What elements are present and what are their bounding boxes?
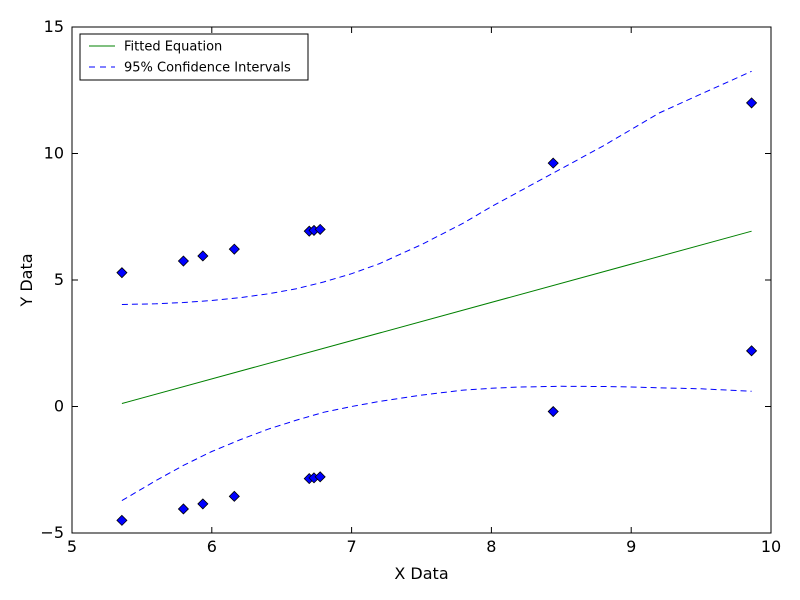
data-point	[314, 223, 326, 235]
data-point	[228, 490, 240, 502]
y-tick-label: 5	[54, 270, 64, 289]
legend: Fitted Equation 95% Confidence Intervals	[79, 33, 309, 81]
x-tick-label: 9	[626, 537, 636, 556]
x-tick-label: 10	[761, 537, 781, 556]
data-point	[547, 405, 559, 418]
y-tick-label: 0	[54, 397, 64, 416]
data-point	[116, 514, 128, 526]
y-axis-label: Y Data	[17, 253, 36, 307]
data-point	[314, 471, 326, 483]
legend-box	[79, 33, 309, 81]
x-tick-label: 5	[67, 537, 77, 556]
legend-entry-confidence-intervals: 95% Confidence Intervals	[124, 61, 291, 76]
data-point	[197, 250, 209, 262]
ci-upper-line	[121, 70, 752, 305]
axes-frame	[71, 26, 772, 534]
x-axis-label: X Data	[394, 564, 448, 583]
x-tick-label: 6	[207, 537, 217, 556]
data-point	[177, 503, 189, 515]
axis-ticks: 5 6 7 8 9 10 −5 0 5 10 15	[40, 17, 781, 556]
y-tick-label: 10	[44, 144, 64, 163]
ci-lower-line	[121, 385, 752, 502]
plot-area	[116, 70, 758, 526]
data-point	[746, 345, 758, 357]
data-point	[746, 97, 758, 109]
data-point	[116, 267, 128, 279]
y-tick-label: −5	[40, 523, 64, 542]
x-tick-label: 8	[486, 537, 496, 556]
fitted-line	[121, 230, 752, 404]
data-point	[177, 255, 189, 267]
x-tick-label: 7	[347, 537, 357, 556]
data-point	[197, 498, 209, 510]
y-tick-label: 15	[44, 17, 64, 36]
data-point	[547, 157, 559, 169]
legend-entry-fitted-equation: Fitted Equation	[124, 40, 222, 55]
data-point	[228, 243, 240, 255]
